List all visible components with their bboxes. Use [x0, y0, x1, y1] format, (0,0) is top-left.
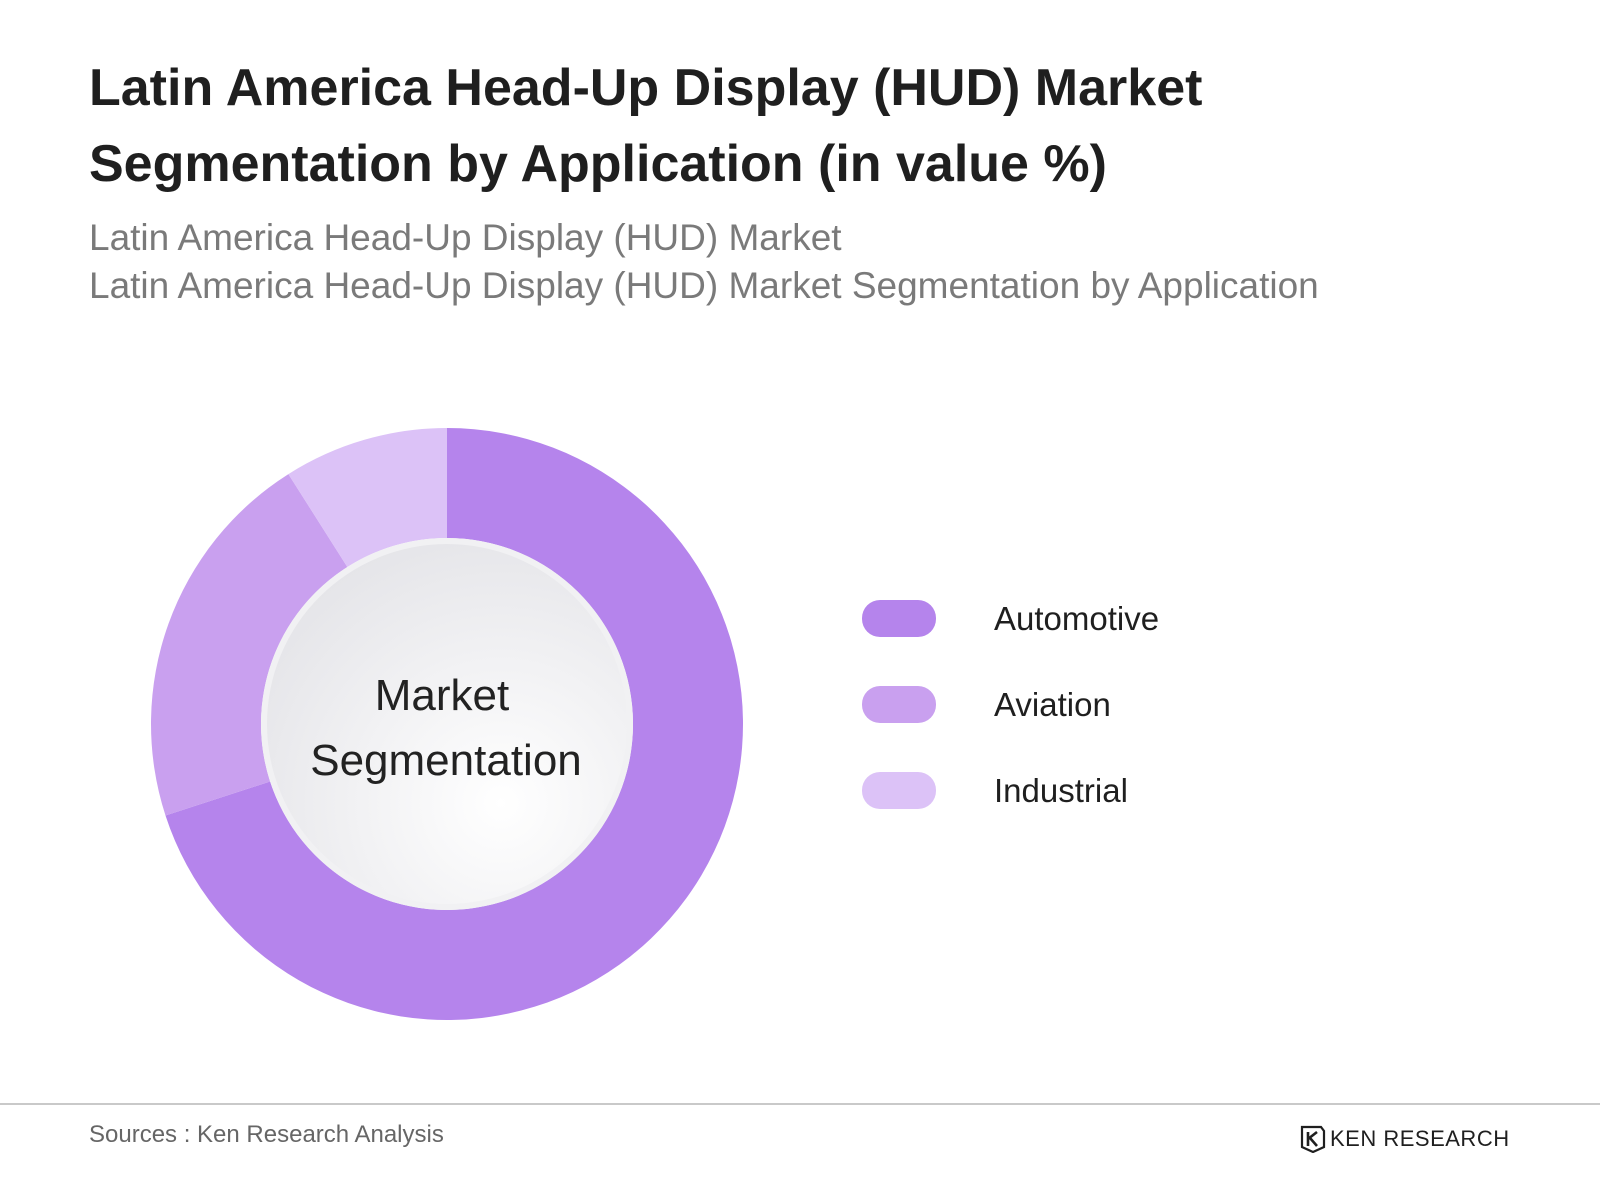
subtitle-line-2: Latin America Head-Up Display (HUD) Mark…	[89, 265, 1319, 306]
legend-swatch-aviation	[862, 686, 936, 723]
footer-divider	[0, 1103, 1600, 1105]
chart-subtitle: Latin America Head-Up Display (HUD) Mark…	[89, 214, 1489, 310]
legend-swatch-industrial	[862, 772, 936, 809]
brand-name: KEN RESEARCH	[1330, 1126, 1510, 1151]
donut-slices	[150, 428, 743, 1020]
brand: KEN RESEARCH	[1300, 1124, 1510, 1154]
chart-title: Latin America Head-Up Display (HUD) Mark…	[89, 59, 1203, 193]
legend-label-aviation: Aviation	[994, 686, 1111, 723]
slice-industrial	[288, 428, 447, 567]
legend-swatch-automotive	[862, 600, 936, 637]
legend-label-industrial: Industrial	[994, 772, 1128, 809]
source-note: Sources : Ken Research Analysis	[89, 1121, 444, 1148]
ken-research-logo-icon	[1300, 1125, 1326, 1153]
center-label-line-2: Segmentation	[310, 736, 582, 785]
donut-chart: Market Segmentation	[150, 428, 743, 1020]
slice-automotive	[165, 428, 743, 1020]
donut-center-disc	[267, 544, 627, 904]
subtitle-line-1: Latin America Head-Up Display (HUD) Mark…	[89, 217, 842, 258]
center-label-line-1: Market	[375, 671, 509, 720]
slice-aviation	[150, 474, 348, 816]
legend-label-automotive: Automotive	[994, 600, 1160, 637]
